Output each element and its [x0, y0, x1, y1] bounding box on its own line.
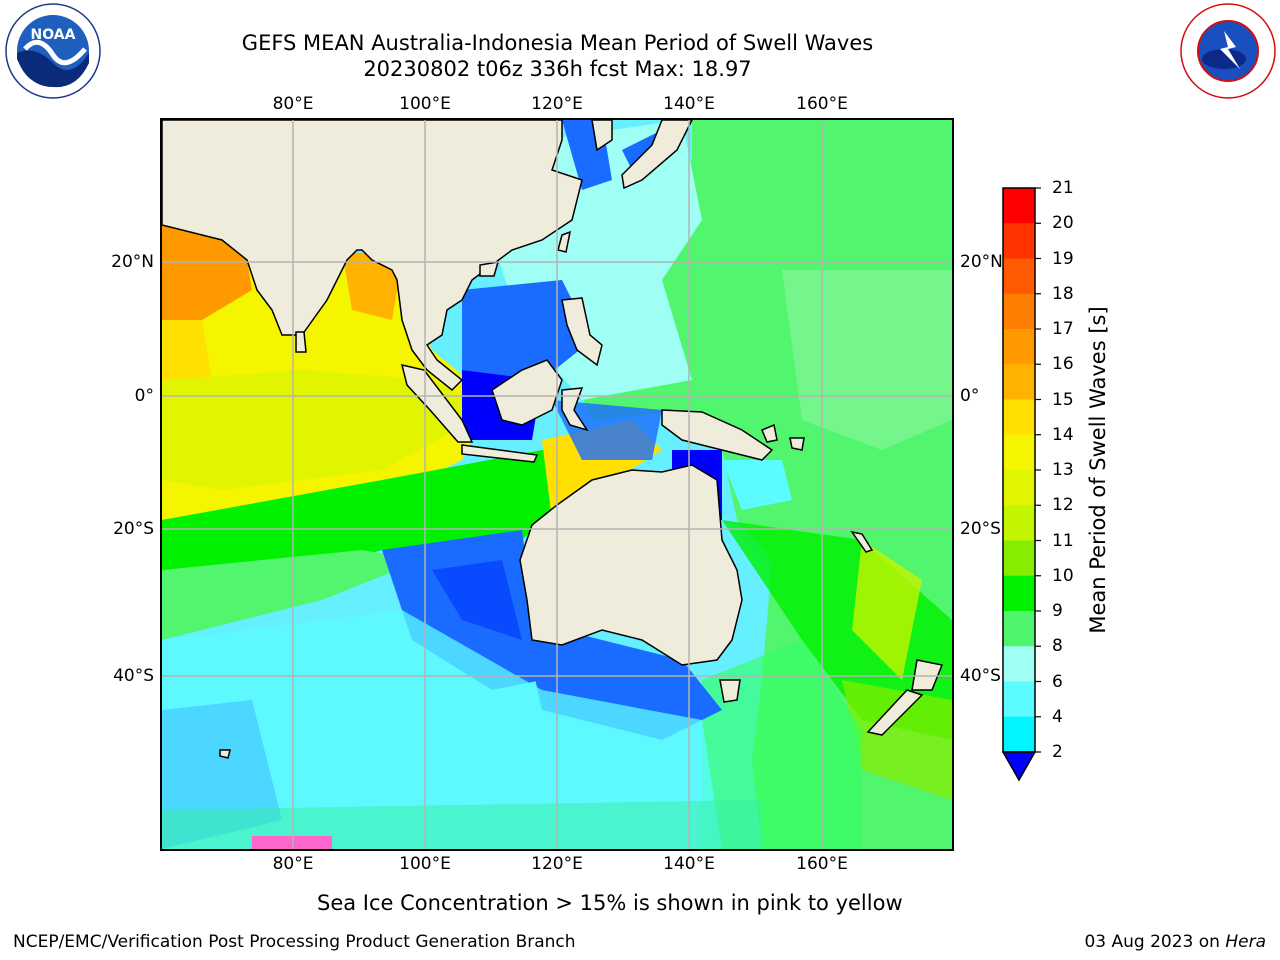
noaa-logo-text: NOAA — [31, 27, 76, 43]
colorbar-tick-label: 14 — [1052, 424, 1074, 445]
noaa-logo-icon: NOAA — [5, 3, 101, 99]
colorbar-tick-label: 19 — [1052, 248, 1074, 269]
colorbar-tick-label: 8 — [1052, 636, 1063, 657]
colorbar-tick-label: 9 — [1052, 601, 1063, 621]
national-weather-service-logo-icon — [1180, 3, 1276, 99]
colorbar-tick-label: 16 — [1052, 354, 1074, 375]
colorbar-segment — [1003, 399, 1035, 436]
colorbar-segment — [1003, 364, 1035, 400]
lat-tick-label-left: 20°N — [111, 252, 154, 272]
sea-ice-note: Sea Ice Concentration > 15% is shown in … — [317, 891, 903, 915]
lon-tick-label-bottom: 100°E — [399, 854, 451, 874]
lat-tick-label-right: 20°S — [960, 519, 1001, 539]
colorbar-segment — [1003, 716, 1035, 753]
map-gridlines — [162, 120, 952, 849]
map-panel — [160, 118, 954, 851]
colorbar-segment — [1003, 611, 1035, 647]
colorbar-tick-label: 12 — [1052, 495, 1074, 516]
colorbar-tick-label: 4 — [1052, 706, 1063, 727]
colorbar-segment — [1003, 293, 1035, 330]
lon-tick-label-top: 100°E — [399, 94, 451, 114]
colorbar-segment — [1003, 470, 1035, 506]
land-masses — [162, 120, 944, 759]
colorbar-tick-label: 20 — [1052, 213, 1074, 234]
colorbar-tick-label: 6 — [1052, 671, 1063, 692]
lon-tick-label-bottom: 160°E — [796, 854, 848, 874]
colorbar-segment — [1003, 223, 1035, 259]
colorbar-title: Mean Period of Swell Waves [s] — [1086, 306, 1110, 634]
lat-tick-label-left: 0° — [134, 386, 154, 406]
lon-tick-label-top: 120°E — [531, 94, 583, 114]
colorbar-segment — [1003, 646, 1035, 682]
colorbar-tick-label: 10 — [1052, 565, 1074, 586]
colorbar-segment — [1003, 258, 1035, 295]
lat-tick-label-left: 20°S — [113, 519, 154, 539]
colorbar-tick-label: 15 — [1052, 389, 1074, 410]
colorbar-segment — [1003, 540, 1035, 577]
lon-tick-label-top: 160°E — [796, 94, 848, 114]
lon-tick-label-bottom: 80°E — [272, 854, 314, 874]
lat-tick-label-right: 40°S — [960, 666, 1001, 686]
lon-tick-label-top: 80°E — [272, 94, 314, 114]
lon-tick-label-top: 140°E — [663, 94, 715, 114]
colorbar-tick-label: 11 — [1052, 530, 1074, 551]
colorbar-tick-label: 18 — [1052, 283, 1074, 304]
lat-tick-label-right: 0° — [960, 386, 980, 406]
colorbar — [1001, 187, 1041, 783]
chart-subtitle: 20230802 t06z 336h fcst Max: 18.97 — [363, 57, 752, 81]
lat-tick-label-left: 40°S — [113, 666, 154, 686]
chart-title: GEFS MEAN Australia-Indonesia Mean Perio… — [241, 31, 874, 55]
colorbar-segment — [1003, 505, 1035, 541]
colorbar-tick-label: 21 — [1052, 178, 1074, 198]
footer-date-text: 03 Aug 2023 on — [1084, 932, 1226, 952]
lon-tick-label-bottom: 140°E — [663, 854, 715, 874]
colorbar-tick-label: 13 — [1052, 460, 1074, 480]
lon-tick-label-bottom: 120°E — [531, 854, 583, 874]
lat-tick-label-right: 20°N — [960, 252, 1003, 272]
colorbar-extend-triangle — [1001, 751, 1037, 782]
colorbar-segment — [1003, 329, 1035, 365]
colorbar-segment — [1003, 188, 1035, 224]
colorbar-tick-label: 2 — [1052, 742, 1063, 762]
footer-branch: NCEP/EMC/Verification Post Processing Pr… — [13, 932, 576, 952]
footer-date: 03 Aug 2023 on Hera — [1084, 932, 1266, 952]
colorbar-segment — [1003, 575, 1035, 612]
colorbar-segment — [1003, 434, 1035, 471]
colorbar-segment — [1003, 681, 1035, 718]
colorbar-tick-label: 17 — [1052, 319, 1074, 339]
footer-machine: Hera — [1225, 932, 1266, 952]
